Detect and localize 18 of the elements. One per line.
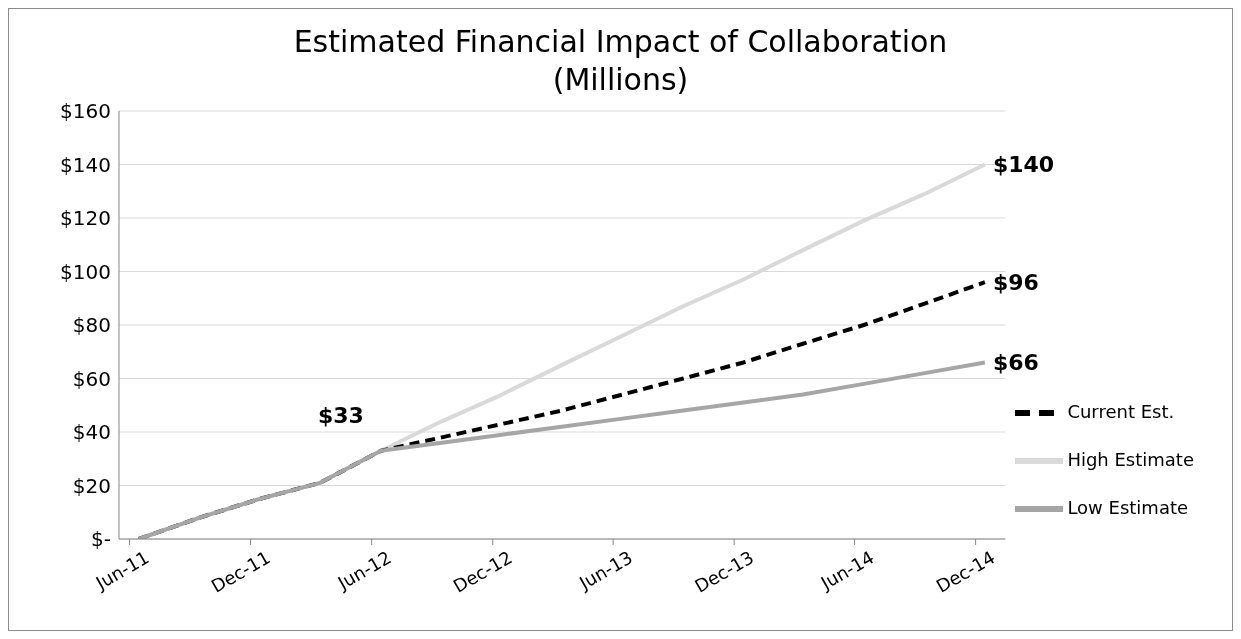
y-tick-label: $40 [72,420,111,445]
y-tick-label: $120 [60,206,111,231]
y-tick-label: $160 [60,99,111,124]
y-tick-label: $80 [72,313,111,338]
y-tick-label: $100 [60,259,111,284]
y-tick-label: $- [91,527,111,552]
y-tick-label: $60 [72,366,111,391]
line-series [136,360,987,539]
legend-label: High Estimate [1067,449,1194,470]
annotation: $140 [992,152,1055,178]
y-tick-label: $20 [72,473,111,498]
y-tick-label: $140 [60,152,111,177]
chart-title: Estimated Financial Impact of Collaboration (Millions) [292,23,949,99]
annotation: $66 [992,350,1039,376]
annotation: $33 [317,402,364,428]
legend-label: Low Estimate [1067,497,1189,518]
annotation: $96 [992,270,1039,296]
legend-label: Current Est. [1067,401,1175,422]
